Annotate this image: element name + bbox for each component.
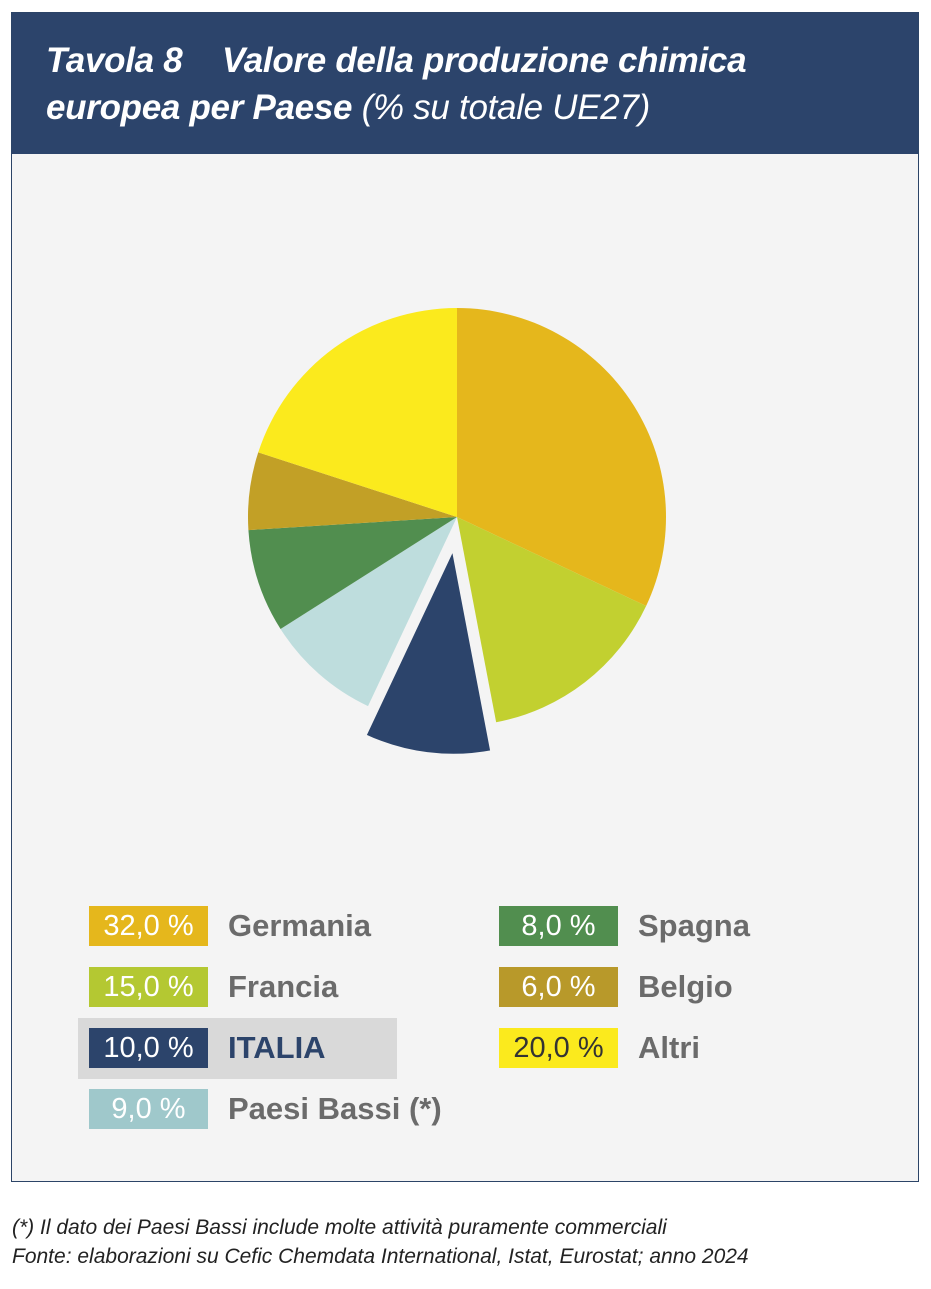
pie-slice-paesi-bassi xyxy=(280,517,457,707)
pie-slice-francia xyxy=(457,517,647,723)
footnote-source: Fonte: elaborazioni su Cefic Chemdata In… xyxy=(12,1245,749,1268)
pie-slice-spagna xyxy=(248,517,457,629)
title-part-1: Valore della produzione chimica xyxy=(222,41,747,80)
legend-swatch-francia: 15,0 % xyxy=(89,967,208,1007)
legend-swatch-spagna: 8,0 % xyxy=(499,906,618,946)
footnote-note: (*) Il dato dei Paesi Bassi include molt… xyxy=(12,1216,667,1239)
pie-slice-altri xyxy=(258,308,457,517)
chart-title-line-1: Tavola 8 Valore della produzione chimica xyxy=(46,41,747,81)
pie-chart xyxy=(248,308,666,758)
legend-swatch-italia: 10,0 % xyxy=(89,1028,208,1068)
chart-title-line-2: europea per Paese (% su totale UE27) xyxy=(46,88,650,128)
pie-slice-germania xyxy=(457,308,666,606)
legend-swatch-belgio: 6,0 % xyxy=(499,967,618,1007)
legend-swatch-germania: 32,0 % xyxy=(89,906,208,946)
pie-slice-belgio xyxy=(248,452,457,531)
title-part-2: europea per Paese xyxy=(46,88,353,127)
legend-label-germania: Germania xyxy=(228,908,372,943)
legend-swatch-altri: 20,0 % xyxy=(499,1028,618,1068)
chart-header: Tavola 8 Valore della produzione chimica … xyxy=(12,13,918,154)
legend-label-altri: Altri xyxy=(638,1030,700,1065)
legend-label-belgio: Belgio xyxy=(638,969,733,1004)
chart-card: Tavola 8 Valore della produzione chimica … xyxy=(11,12,919,1182)
legend-label-francia: Francia xyxy=(228,969,339,1004)
pie-slice-italia xyxy=(361,540,495,758)
legend-label-spagna: Spagna xyxy=(638,908,750,943)
title-unit: (% su totale UE27) xyxy=(361,88,651,127)
table-label: Tavola 8 xyxy=(46,41,183,80)
legend-label-italia: ITALIA xyxy=(228,1030,326,1065)
legend-label-paesi-bassi: Paesi Bassi (*) xyxy=(228,1091,442,1126)
legend-swatch-paesi-bassi: 9,0 % xyxy=(89,1089,208,1129)
